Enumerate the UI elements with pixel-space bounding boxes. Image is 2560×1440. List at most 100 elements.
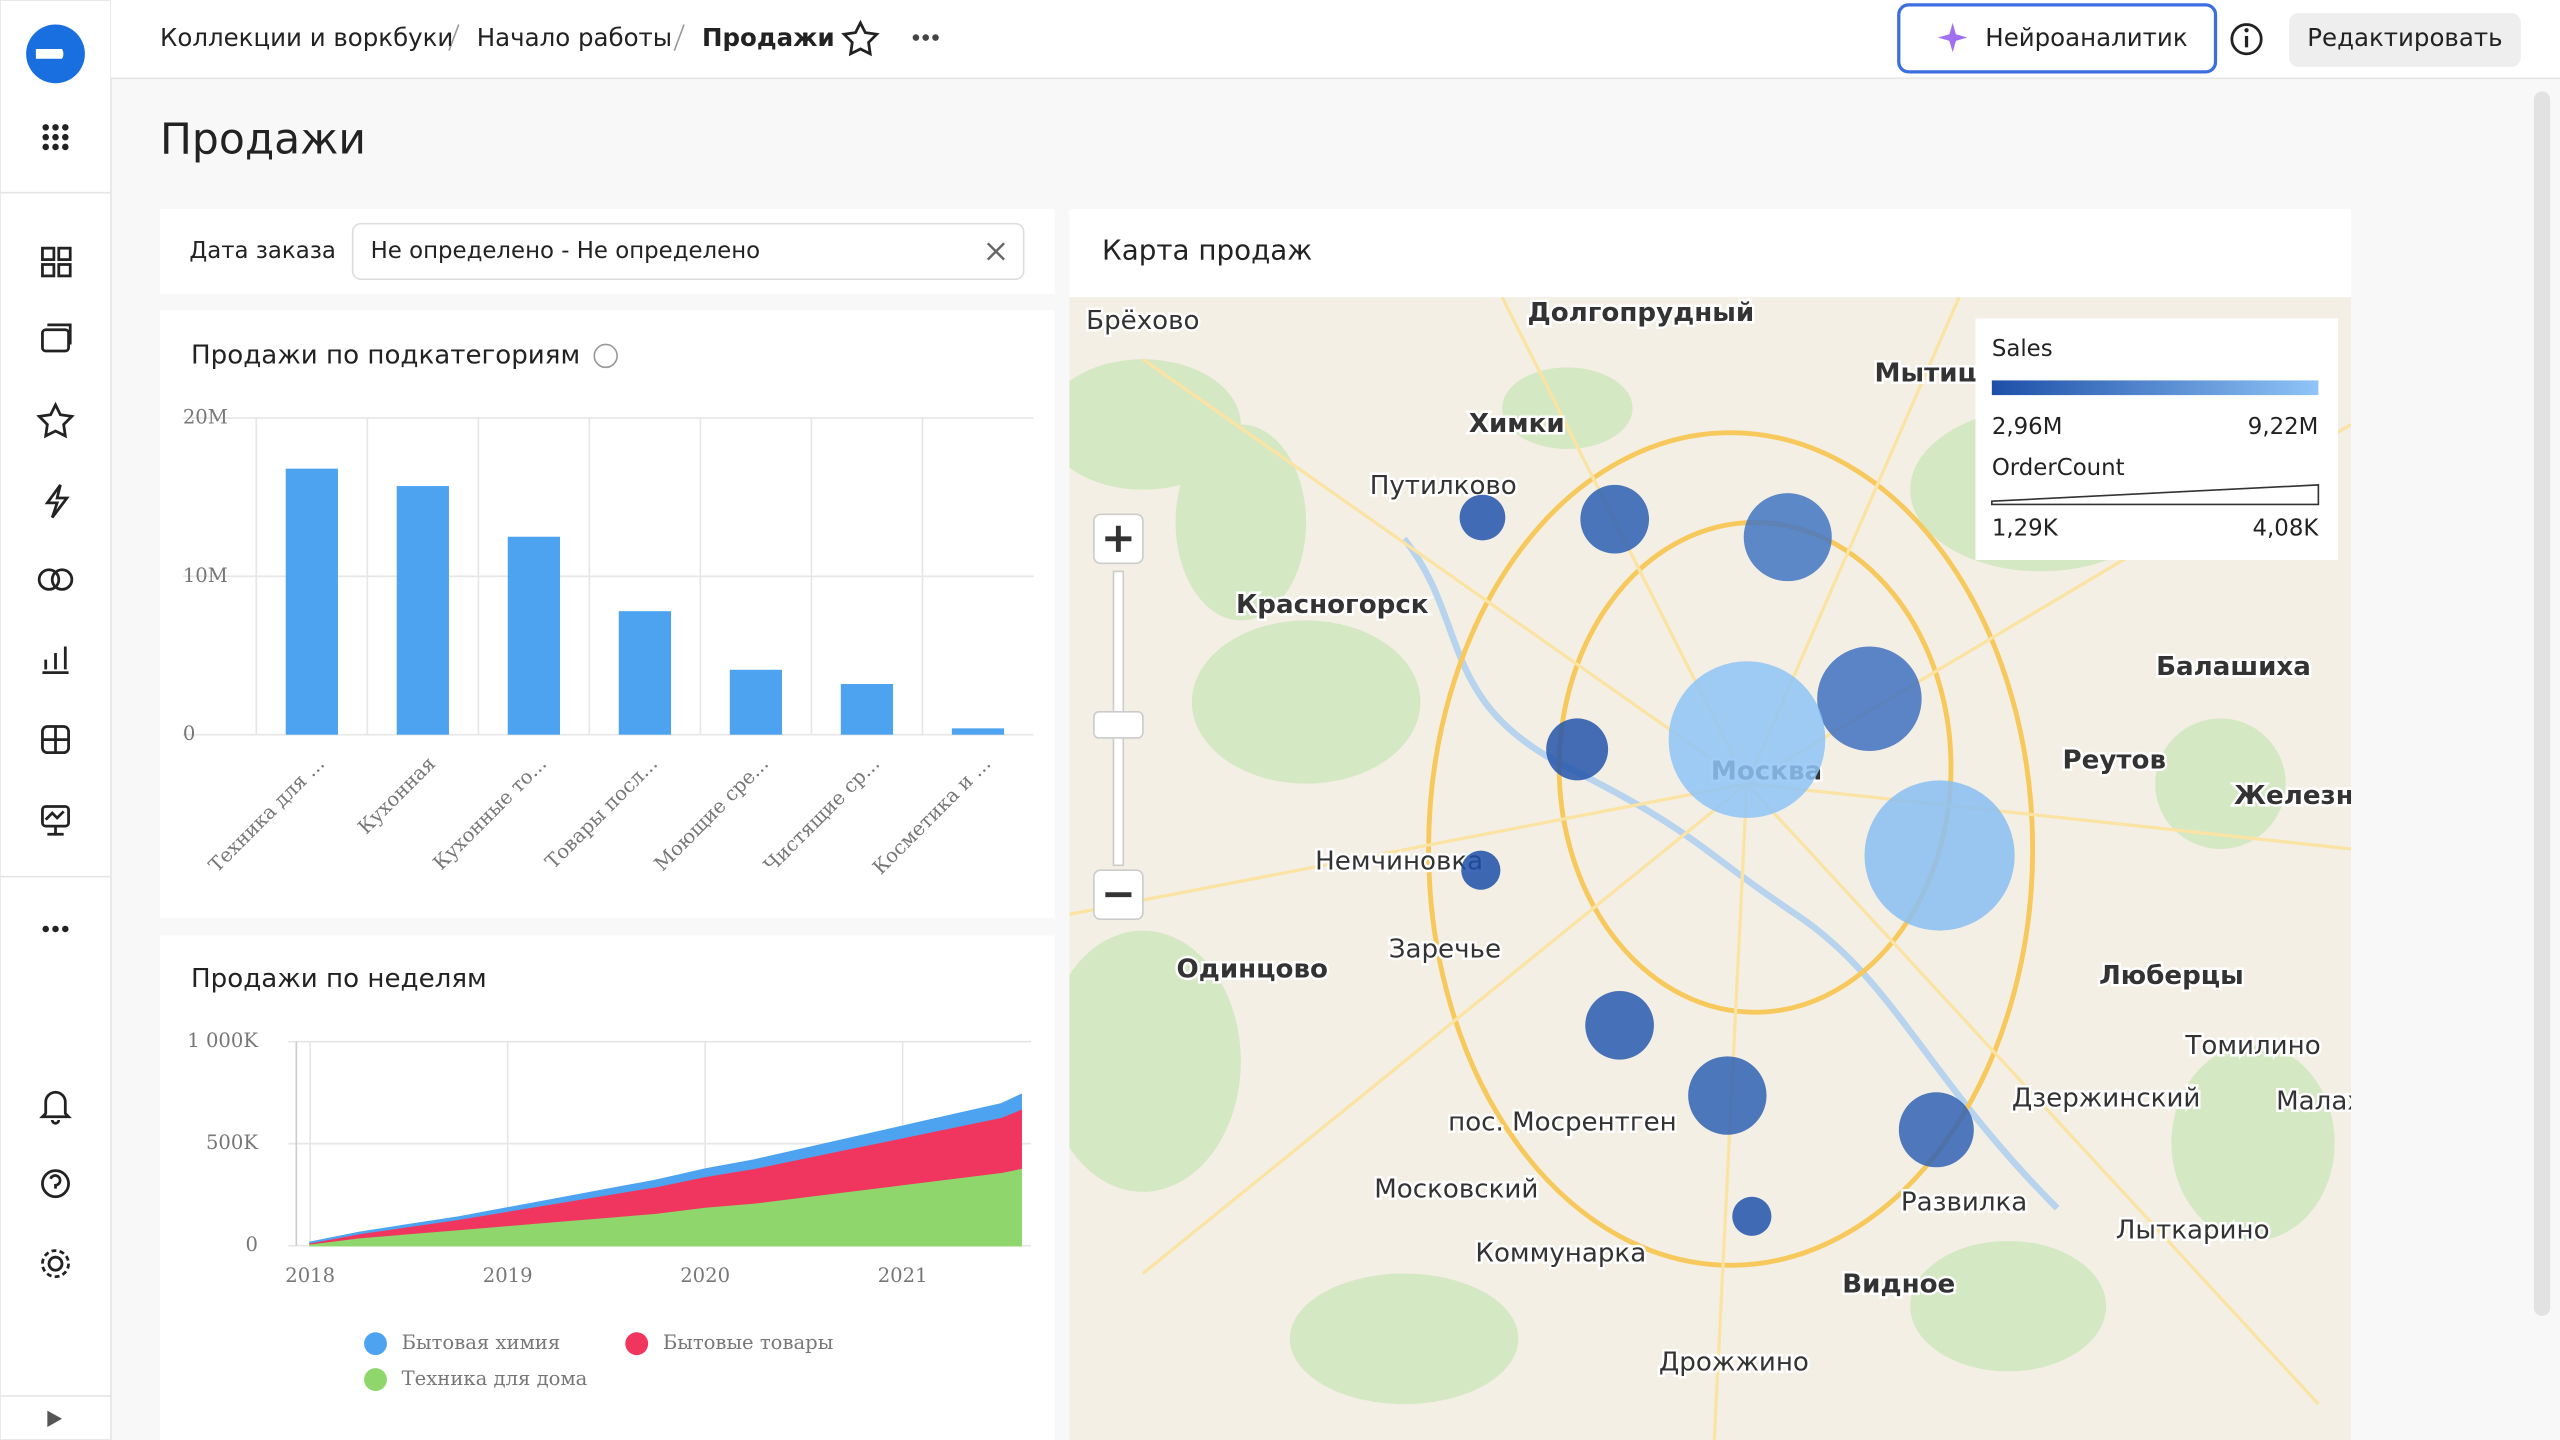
place-label: Люберцы: [2099, 961, 2244, 991]
filter-input[interactable]: [351, 222, 1025, 280]
bubble[interactable]: [1546, 718, 1609, 781]
place-label: Брёхово: [1086, 306, 1199, 336]
more-button[interactable]: [912, 34, 939, 41]
breadcrumb: Продажи: [702, 23, 835, 52]
breadcrumb[interactable]: Начало работы: [477, 23, 672, 52]
clear-button[interactable]: [986, 242, 1005, 261]
x-tick-label: 2020: [680, 1264, 730, 1287]
button-label[interactable]: Нейроаналитик: [1985, 23, 2187, 52]
legend-min: 2,96M: [1992, 414, 2063, 440]
place-label: Путилково: [1370, 471, 1517, 501]
place-label: Реутов: [2063, 745, 2166, 775]
bar: [840, 684, 894, 735]
place-label: Заречье: [1389, 935, 1501, 965]
y-tick-label: 0: [245, 1233, 257, 1256]
place-label: Дрожжино: [1659, 1348, 1809, 1378]
bubble[interactable]: [1732, 1196, 1772, 1236]
legend-marker: [625, 1332, 649, 1356]
edit-button[interactable]: [2288, 13, 2521, 67]
highway: [1141, 357, 1748, 786]
place-label: Видное: [1842, 1269, 1955, 1299]
bubble[interactable]: [1898, 1092, 1974, 1168]
forest: [1289, 1273, 1519, 1405]
x-tick-label: 2019: [483, 1264, 533, 1287]
button-label[interactable]: Редактировать: [2307, 23, 2502, 52]
info-button[interactable]: [2230, 23, 2263, 56]
bar: [729, 669, 783, 735]
zoom-in-icon: [1105, 525, 1132, 552]
scrollbar[interactable]: [2533, 91, 2551, 1316]
forest: [1502, 367, 1633, 449]
highway: [1745, 782, 2320, 1406]
forest: [2155, 718, 2286, 849]
bar: [507, 536, 560, 735]
y-tick-label: 10M: [183, 564, 228, 587]
legend-marker: [364, 1332, 387, 1356]
bubble[interactable]: [1817, 646, 1922, 752]
bar: [618, 611, 672, 735]
neuro-button[interactable]: [1897, 3, 2218, 74]
y-tick-label: 500K: [206, 1131, 258, 1154]
legend-label[interactable]: Бытовая химия: [402, 1331, 561, 1354]
breadcrumb[interactable]: Коллекции и воркбуки: [160, 23, 453, 52]
bubble[interactable]: [1580, 484, 1650, 554]
x-tick-label: 2021: [878, 1264, 928, 1287]
place-label: Железнодорожный: [2234, 781, 2533, 811]
filter-label: Дата заказа: [189, 238, 335, 264]
bubble[interactable]: [1459, 494, 1506, 541]
bar: [396, 486, 449, 735]
legend-label[interactable]: Бытовые товары: [663, 1331, 833, 1354]
place-label: Химки: [1469, 409, 1565, 439]
chart-title: Продажи по неделям: [191, 964, 487, 994]
sidebar: [0, 0, 112, 1440]
highway: [1069, 782, 1748, 916]
legend-label[interactable]: Техника для дома: [402, 1367, 588, 1390]
place-label: Немчиновка: [1315, 847, 1483, 877]
bubble[interactable]: [1668, 661, 1826, 818]
highway: [1746, 782, 2352, 851]
bubble[interactable]: [1585, 990, 1654, 1060]
legend-min: 1,29K: [1992, 515, 2059, 541]
place-label: Лыткарино: [2116, 1216, 2270, 1246]
area-chart: Продажи по неделям 0 500K 1 000K 2018 2019 202…: [187, 964, 1032, 1392]
place-label: Дзержинский: [2012, 1083, 2201, 1113]
bubble[interactable]: [1688, 1056, 1767, 1135]
legend-max: 4,08K: [2253, 515, 2320, 541]
forest: [1910, 1240, 2107, 1372]
filter-value[interactable]: Не определено - Не определено: [371, 238, 761, 264]
forest: [1191, 620, 1421, 784]
legend-title: OrderCount: [1992, 455, 2125, 481]
place-label: Развилка: [1901, 1188, 2027, 1218]
size-scale: [1991, 484, 2320, 506]
forest: [1175, 424, 1307, 621]
place-label: пос. Мосрентген: [1448, 1108, 1677, 1138]
zoom-handle[interactable]: [1093, 711, 1144, 739]
place-label: Балашиха: [2156, 652, 2311, 682]
bubble[interactable]: [1864, 780, 2015, 931]
bubble[interactable]: [1461, 850, 1501, 890]
chart-title: Продажи по подкатегориям: [191, 340, 580, 370]
ring-road: [1426, 430, 2036, 1268]
favorite-star[interactable]: [841, 19, 880, 57]
place-label: Долгопрудный: [1527, 298, 1754, 328]
x-tick-label: 2018: [285, 1264, 335, 1287]
map-title: Карта продаж: [1102, 233, 1312, 266]
forest: [1069, 930, 1241, 1192]
page-title: Продажи: [160, 116, 366, 165]
place-label: Малаховка: [2276, 1087, 2426, 1117]
forest: [2171, 1044, 2335, 1241]
map-legend: [1975, 318, 2338, 560]
place-label: Московский: [1374, 1175, 1538, 1205]
help-icon[interactable]: [593, 343, 618, 369]
place-label: Коммунарка: [1475, 1238, 1646, 1268]
place-label: Томилино: [2184, 1031, 2320, 1061]
y-tick-label: 0: [183, 722, 195, 745]
top-bar: [111, 0, 2560, 80]
color-scale: [1991, 380, 2319, 396]
bar: [285, 468, 338, 735]
legend-title: Sales: [1992, 336, 2053, 362]
bubble[interactable]: [1743, 493, 1832, 582]
legend-max: 9,22M: [2248, 414, 2319, 440]
